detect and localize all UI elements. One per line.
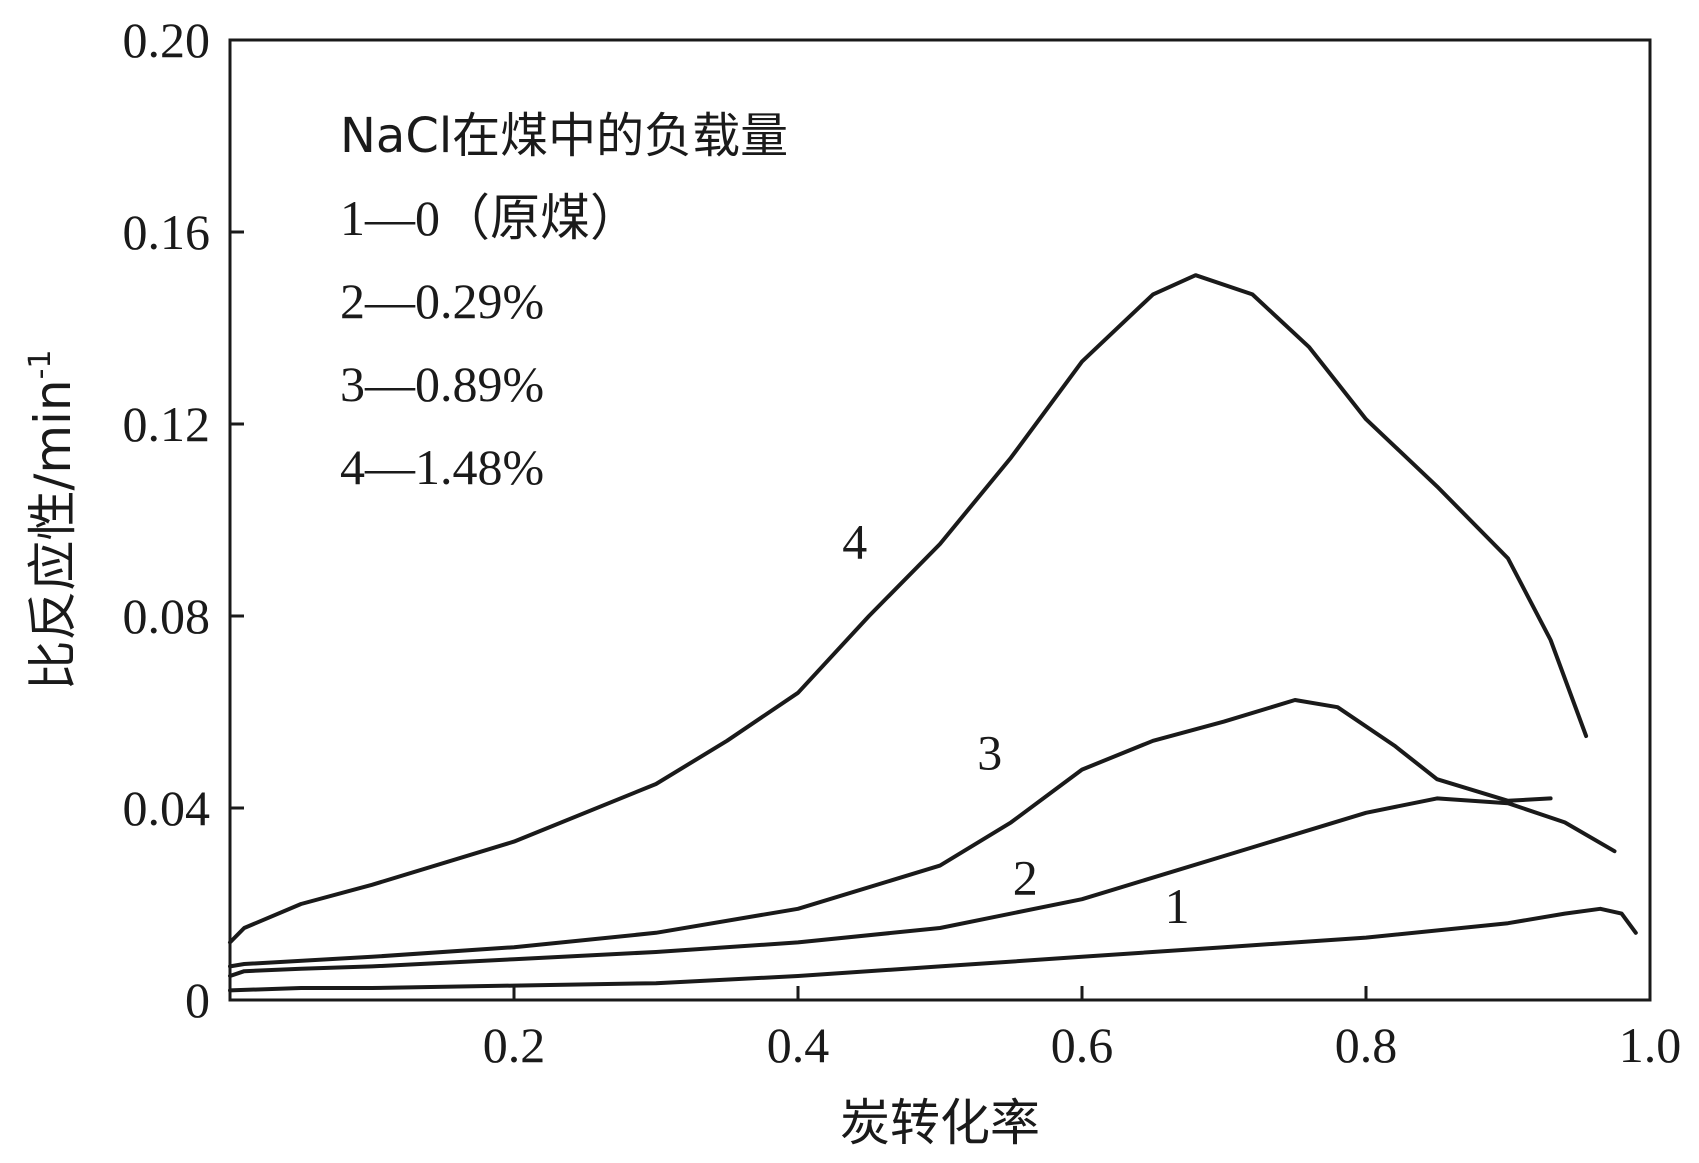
legend: NaCl在煤中的负载量 1—0（原煤） 2—0.29% 3—0.89% 4—1.… <box>340 108 788 495</box>
plot-frame <box>228 38 1652 1002</box>
y-tick-label: 0.04 <box>123 780 211 836</box>
y-tick-label: 0.08 <box>123 588 211 644</box>
y-axis-title: 比反应性/min-1 <box>23 349 82 690</box>
y-axis-title-main: 比反应性/min <box>24 379 82 690</box>
x-axis: 0.2 0.4 0.6 0.8 1.0 <box>483 986 1682 1073</box>
y-axis: 0 0.04 0.08 0.12 0.16 0.20 <box>123 12 244 1028</box>
y-tick-label: 0.16 <box>123 204 211 260</box>
series-line-4 <box>228 273 1589 945</box>
series-line-1 <box>228 906 1638 993</box>
curve-label-4: 4 <box>842 513 867 569</box>
curve-label-3: 3 <box>977 725 1002 781</box>
y-tick-label: 0 <box>185 972 210 1028</box>
x-tick-label: 0.2 <box>483 1017 546 1073</box>
legend-entry-1: 1—0（原煤） <box>340 190 640 246</box>
x-tick-label: 0.4 <box>767 1017 830 1073</box>
series-layer <box>228 273 1638 993</box>
y-tick-label: 0.12 <box>123 396 211 452</box>
legend-entry-4: 4—1.48% <box>340 439 544 495</box>
x-tick-label: 0.8 <box>1335 1017 1398 1073</box>
y-axis-title-group: 比反应性/min-1 <box>23 349 82 690</box>
legend-entry-2: 2—0.29% <box>340 273 544 329</box>
series-line-3 <box>228 698 1553 969</box>
y-axis-title-superscript: -1 <box>23 349 58 379</box>
curve-label-2: 2 <box>1013 849 1038 905</box>
series-line-2 <box>228 796 1617 978</box>
x-axis-title: 炭转化率 <box>840 1094 1040 1152</box>
x-tick-label: 1.0 <box>1619 1017 1682 1073</box>
curve-labels: 1 2 3 4 <box>842 513 1189 934</box>
curve-label-1: 1 <box>1165 878 1190 934</box>
legend-entry-3: 3—0.89% <box>340 356 544 412</box>
y-tick-label: 0.20 <box>123 12 211 68</box>
x-tick-label: 0.6 <box>1051 1017 1114 1073</box>
legend-title: NaCl在煤中的负载量 <box>340 108 788 164</box>
